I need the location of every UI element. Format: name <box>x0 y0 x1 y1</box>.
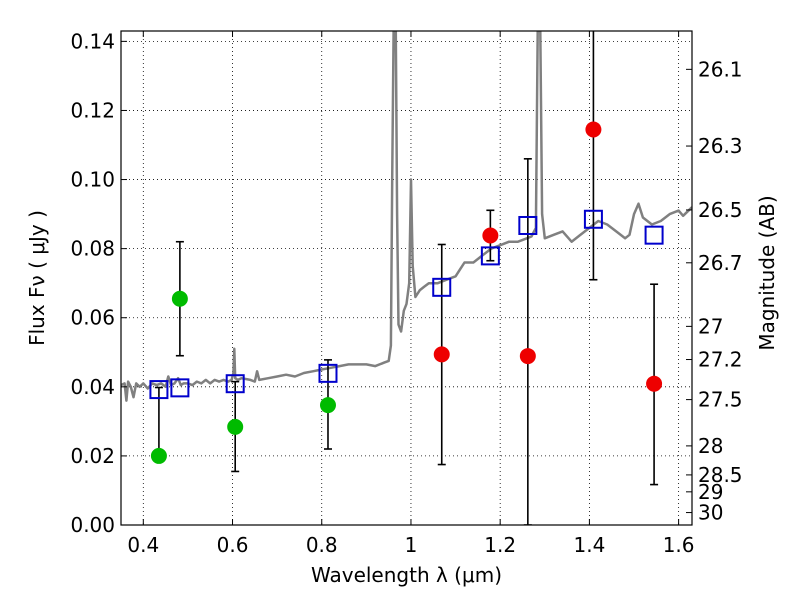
mag-tick-label: 26.7 <box>698 251 743 275</box>
mag-tick-label: 26.5 <box>698 198 743 222</box>
y-tick-label: 0.00 <box>70 513 115 537</box>
mag-tick-label: 27 <box>698 314 723 338</box>
error-bars <box>154 31 659 525</box>
x-tick-label: 0.6 <box>217 533 249 557</box>
y2-axis-label: Magnitude (AB) <box>755 195 779 350</box>
red-data-point <box>482 227 499 244</box>
grid <box>121 31 692 526</box>
model-photometry-square <box>583 209 603 229</box>
data-markers <box>149 121 664 464</box>
mag-tick-label: 27.2 <box>698 348 743 372</box>
green-data-point <box>319 397 336 414</box>
mag-tick-label: 28.5 <box>698 463 743 487</box>
model-photometry-square <box>149 380 169 400</box>
model-photometry-square <box>225 374 245 394</box>
x-tick-label: 1.2 <box>484 533 516 557</box>
y-tick-label: 0.14 <box>70 29 115 53</box>
mag-tick-label: 27.5 <box>698 388 743 412</box>
ticks: 0.4 0.6 0.8 1 1.2 1.4 1.6 0.00 0.02 0.04 0.06 0.08 0… <box>70 29 742 557</box>
mag-tick-label: 26.3 <box>698 134 743 158</box>
y-axis-label: Flux Fν ( μJy ) <box>25 210 49 346</box>
green-data-point <box>227 418 244 435</box>
model-photometry-square <box>518 215 538 235</box>
model-spectrum-layer <box>121 31 692 402</box>
model-photometry-square <box>170 378 190 398</box>
x-tick-label: 0.8 <box>306 533 338 557</box>
y-tick-label: 0.04 <box>70 375 115 399</box>
mag-tick-label: 26.1 <box>698 57 743 81</box>
model-photometry-square <box>644 225 664 245</box>
x-tick-label: 1.6 <box>663 533 695 557</box>
mag-tick-label: 28 <box>698 434 723 458</box>
model-spectrum-line <box>121 31 692 402</box>
y-tick-label: 0.06 <box>70 306 115 330</box>
model-photometry-square <box>318 363 338 383</box>
green-data-point <box>150 447 167 464</box>
red-data-point <box>433 346 450 363</box>
x-tick-label: 1.4 <box>573 533 605 557</box>
green-data-point <box>171 290 188 307</box>
x-tick-label: 1 <box>405 533 418 557</box>
red-data-point <box>585 121 602 138</box>
mag-tick-label: 29 <box>698 480 723 504</box>
model-photometry-square <box>432 277 452 297</box>
y-tick-label: 0.08 <box>70 237 115 261</box>
mag-tick-label: 30 <box>698 501 723 525</box>
red-data-point <box>519 348 536 365</box>
y-tick-label: 0.12 <box>70 98 115 122</box>
y-tick-label: 0.10 <box>70 168 115 192</box>
plot-frame <box>120 30 693 526</box>
y-tick-label: 0.02 <box>70 444 115 468</box>
x-axis-label: Wavelength λ (μm) <box>311 563 502 587</box>
model-photometry-square <box>480 246 500 266</box>
x-tick-label: 0.4 <box>127 533 159 557</box>
red-data-point <box>646 375 663 392</box>
